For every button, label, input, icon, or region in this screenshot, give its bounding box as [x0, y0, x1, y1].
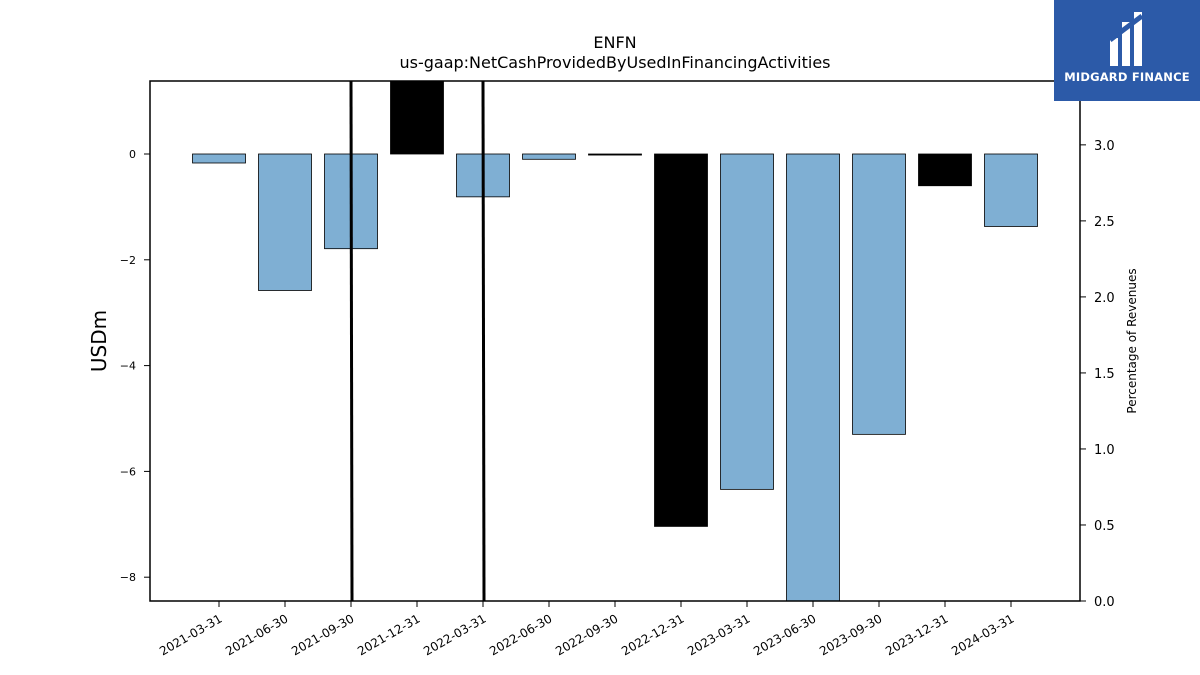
y-tick-label: −2	[120, 254, 136, 267]
x-tick-label: 2021-03-31	[157, 611, 224, 658]
x-tick-label: 2023-09-30	[817, 611, 884, 658]
y2-tick-label: 0.5	[1094, 519, 1115, 534]
bar-2024-03-31	[984, 153, 1038, 227]
y2-tick-label: 1.5	[1094, 367, 1115, 382]
vline-2021-09-30	[349, 80, 354, 602]
bar-2021-12-31	[390, 80, 444, 155]
bar-2023-03-31	[720, 153, 774, 490]
x-tick-label: 2023-12-31	[883, 611, 950, 658]
chart-title: ENFN	[593, 33, 636, 52]
y-tick-label: −4	[120, 360, 136, 373]
y2-axis-label: Percentage of Revenues	[1125, 268, 1139, 413]
x-tick-label: 2022-12-31	[619, 611, 686, 658]
logo-mark-icon	[1108, 12, 1144, 66]
bar-2022-12-31	[654, 153, 708, 527]
y2-tick-label: 2.5	[1094, 215, 1115, 230]
x-tick-label: 2021-12-31	[355, 611, 422, 658]
y2-tick-label: 0.0	[1094, 595, 1115, 610]
bar-2022-09-30	[588, 153, 642, 156]
x-tick-label: 2021-09-30	[289, 611, 356, 658]
vline-2022-03-31	[481, 80, 486, 602]
y2-tick-label: 1.0	[1094, 443, 1115, 458]
x-tick-label: 2024-03-31	[949, 611, 1016, 658]
bar-2023-09-30	[852, 153, 906, 435]
y2-tick-label: 2.0	[1094, 291, 1115, 306]
midgard-finance-logo: MIDGARD FINANCE	[1054, 0, 1200, 101]
x-tick-label: 2021-06-30	[223, 611, 290, 658]
y-tick-label: −6	[120, 465, 136, 478]
bar-2023-12-31	[918, 153, 972, 187]
y-tick-label: 0	[129, 148, 136, 161]
bar-2023-06-30	[786, 153, 840, 602]
y2-tick-label: 3.0	[1094, 139, 1115, 154]
chart-subtitle: us-gaap:NetCashProvidedByUsedInFinancing…	[399, 53, 830, 72]
logo-text: MIDGARD FINANCE	[1064, 70, 1190, 84]
y-tick-label: −8	[120, 571, 136, 584]
y-axis-label: USDm	[87, 310, 111, 372]
x-tick-label: 2022-03-31	[421, 611, 488, 658]
bar-2021-06-30	[258, 153, 312, 291]
x-tick-label: 2023-03-31	[685, 611, 752, 658]
x-tick-label: 2022-09-30	[553, 611, 620, 658]
bar-2021-03-31	[192, 153, 246, 164]
x-tick-label: 2023-06-30	[751, 611, 818, 658]
bar-2022-06-30	[522, 153, 576, 160]
x-tick-label: 2022-06-30	[487, 611, 554, 658]
